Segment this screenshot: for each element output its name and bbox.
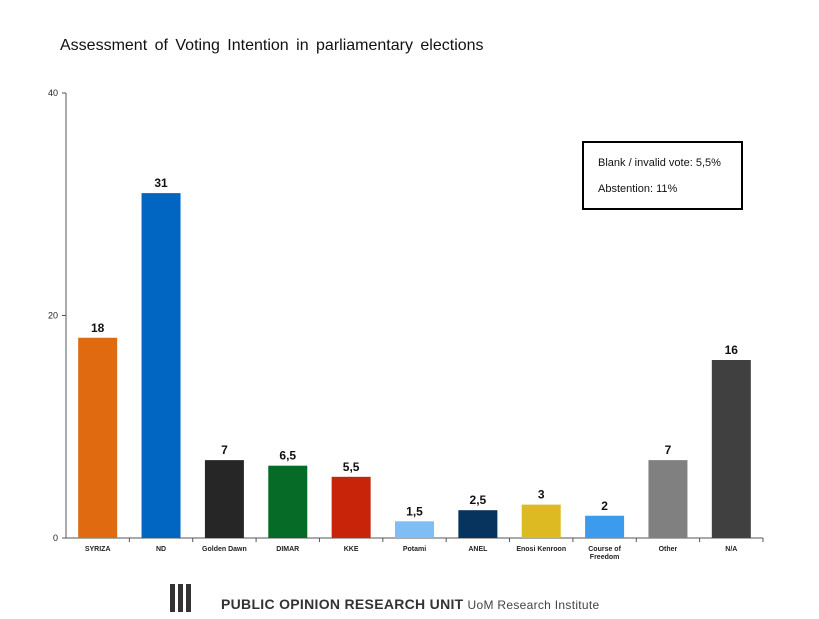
bar-value-label: 31 [154, 176, 168, 190]
bar-chart: 0 20 40 18 SYRIZA 31 ND 7 Golden Dawn 6,5 DIMAR 5,5… [48, 88, 764, 561]
bar [268, 465, 308, 538]
bar-value-label: 2,5 [470, 493, 487, 507]
bar-value-label: 3 [538, 488, 545, 502]
footer: PUBLIC OPINION RESEARCH UNIT UoM Research… [170, 584, 600, 612]
bar [331, 476, 371, 538]
bar [521, 504, 561, 538]
y-tick-label: 20 [48, 311, 58, 321]
x-tick-label: Golden Dawn [202, 546, 247, 553]
bar [711, 360, 751, 538]
bar-value-label: 18 [91, 321, 105, 335]
bar [141, 193, 181, 538]
bar [648, 460, 688, 538]
x-tick-label: ND [156, 546, 166, 553]
bar-value-label: 7 [221, 443, 228, 457]
y-tick-label: 40 [48, 88, 58, 98]
y-tick-label: 0 [53, 533, 58, 543]
bar-value-label: 16 [725, 343, 739, 357]
x-tick-label: Other [659, 546, 678, 553]
bar [395, 521, 434, 538]
bar [458, 510, 498, 538]
bar [78, 337, 118, 538]
footer-org: PUBLIC OPINION RESEARCH UNIT UoM Research… [221, 596, 600, 612]
chart-title: Assessment of Voting Intention in parlia… [60, 37, 484, 54]
x-tick-label: Course of Freedom [588, 546, 621, 561]
bar-value-label: 2 [601, 499, 608, 513]
x-tick-label: ANEL [468, 546, 488, 553]
org-name: PUBLIC OPINION RESEARCH UNIT [221, 596, 464, 612]
x-tick-label: KKE [344, 546, 359, 553]
abstention-note: Abstention: 11% [598, 183, 678, 195]
x-tick-label: SYRIZA [85, 546, 111, 553]
x-tick-label: Potami [403, 546, 426, 553]
institute-logo-icon [170, 584, 191, 612]
institute-name: UoM Research Institute [467, 598, 600, 612]
bar [585, 515, 625, 538]
bar [204, 460, 244, 538]
x-tick-label: N/A [725, 546, 737, 553]
bar-value-label: 7 [665, 443, 672, 457]
bar-value-label: 6,5 [279, 449, 296, 463]
x-tick-label: DIMAR [276, 546, 299, 553]
x-tick-label: Enosi Kenroon [516, 546, 566, 553]
bar-value-label: 1,5 [406, 504, 423, 518]
bar-value-label: 5,5 [343, 460, 360, 474]
blank-invalid-note: Blank / invalid vote: 5,5% [598, 157, 721, 169]
note-box: Blank / invalid vote: 5,5% Abstention: 1… [582, 141, 743, 210]
